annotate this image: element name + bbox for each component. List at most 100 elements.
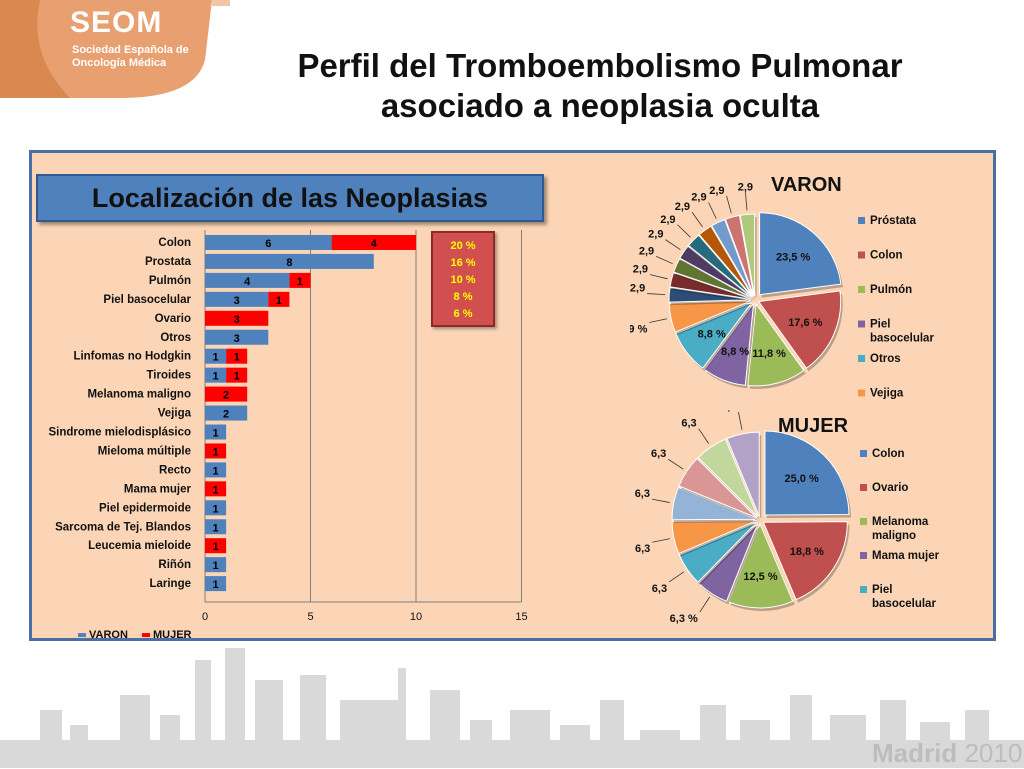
- bar-mujer-label: 2: [223, 390, 229, 402]
- pie-leader-line: [726, 195, 732, 214]
- pie-leader-line: [649, 318, 668, 323]
- category-label: Tiroides: [146, 370, 191, 382]
- pie-slice-label: 2,9: [691, 191, 706, 203]
- pie-slice-label: 23,5 %: [776, 252, 810, 264]
- pie-legend-label: Piel: [870, 319, 890, 331]
- pie-slice: [726, 431, 760, 517]
- percent-item: 8 %: [453, 291, 473, 303]
- pie-slice: [673, 258, 752, 299]
- category-label: Piel epidermoide: [99, 502, 191, 514]
- category-label: Sarcoma de Tej. Blandos: [55, 521, 191, 533]
- pie-slice-label: 2,9: [738, 181, 753, 193]
- pie-slice: [698, 225, 754, 298]
- pie-slice-label: 12,5 %: [743, 571, 777, 583]
- pie-slice: [757, 290, 842, 369]
- pie-legend-swatch: [860, 586, 867, 593]
- pie-legend-label: Otros: [870, 353, 901, 365]
- bar-mujer: [268, 291, 290, 307]
- pie-leader-line: [698, 428, 710, 444]
- pie-slice: [698, 522, 759, 602]
- pie-slice-label: 2,9: [660, 214, 675, 226]
- pie-slice-label: 6,3: [681, 418, 696, 430]
- pie-slice: [762, 521, 848, 601]
- pie-slice-label: 8,8 %: [698, 329, 726, 341]
- pie-slice-label: 11,8 %: [752, 348, 786, 360]
- bar-varon-label: 3: [234, 295, 240, 307]
- bar-varon-label: 1: [212, 465, 218, 477]
- category-label: Otros: [160, 332, 191, 344]
- bar-varon-label: 8: [286, 257, 292, 269]
- pie-leader-line: [677, 224, 691, 238]
- pie-slice: [679, 245, 752, 299]
- pie-slice-label: 17,6 %: [788, 317, 822, 329]
- pie-leader-line: [652, 538, 670, 543]
- logo-shape: [0, 0, 230, 98]
- bar-varon: [205, 367, 227, 383]
- pie-slice-label: 2,9: [630, 283, 645, 295]
- pie-slice-label: 6,3 %: [670, 613, 698, 625]
- pie-slice-label: 2,9: [709, 185, 724, 197]
- pie-slice: [703, 301, 755, 386]
- pie-legend-label: basocelular: [872, 598, 936, 610]
- bar-mujer: [205, 481, 227, 497]
- pie-slice: [678, 457, 758, 519]
- mujer-pie-title: MUJER: [778, 415, 849, 437]
- bar-mujer-label: 1: [297, 276, 303, 288]
- pie-leader-line: [649, 274, 668, 280]
- bar-varon: [205, 253, 374, 269]
- bar-chart: Colon 6 4 Prostata 8 Pulmón 4 1 Piel basocelular…: [48, 230, 528, 640]
- category-label: Sindrome mielodisplásico: [48, 427, 191, 439]
- percent-box: 20 % 16 % 10 % 8 % 6 %: [431, 231, 495, 327]
- pie-leader-line: [656, 256, 673, 265]
- category-label: Leucemia mieloide: [88, 540, 191, 552]
- pie-legend-label: Colon: [870, 250, 903, 262]
- slide-title: Perfil del Tromboembolismo Pulmonar asoc…: [200, 46, 1000, 126]
- bar-mujer: [226, 367, 248, 383]
- bar-mujer: [205, 310, 269, 326]
- footer-year: 2010: [964, 738, 1023, 768]
- bar-varon: [205, 348, 227, 364]
- skyline-graphic: [0, 648, 1024, 768]
- pie-legend-label: Ovario: [872, 482, 908, 494]
- bar-varon-label: 1: [212, 503, 218, 515]
- bar-varon-label: 1: [212, 560, 218, 572]
- pie-legend-label: Piel: [872, 584, 892, 596]
- pie-leader-line: [665, 239, 681, 251]
- pie-slice-label: 6,3: [652, 583, 667, 595]
- category-label: Mama mujer: [124, 483, 192, 495]
- bar-varon-label: 1: [212, 371, 218, 383]
- pie-legend-swatch: [860, 450, 867, 457]
- category-label: Prostata: [145, 256, 192, 268]
- pie-slice: [764, 430, 850, 516]
- pie-slice: [724, 214, 755, 297]
- bar-mujer: [205, 443, 227, 459]
- pie-leader-line: [699, 596, 711, 613]
- legend-label: MUJER: [153, 629, 192, 640]
- bar-varon-label: 4: [244, 276, 251, 288]
- bar-varon: [205, 329, 269, 345]
- pie-slice: [678, 521, 758, 583]
- pie-leader-line: [668, 571, 685, 583]
- pie-slice-label: 6,3: [651, 448, 666, 460]
- category-label: Melanoma maligno: [87, 389, 191, 401]
- pie-slice: [668, 287, 752, 303]
- logo-subtitle: Sociedad Española de Oncología Médica: [72, 44, 189, 69]
- bar-varon: [205, 272, 290, 288]
- bar-varon-label: 1: [212, 428, 218, 440]
- pie-slice-label: 6,3: [635, 488, 650, 500]
- pie-legend-swatch: [858, 251, 865, 259]
- bar-varon: [205, 424, 227, 440]
- pie-slice-label: 2,9: [675, 201, 690, 213]
- bar-varon: [205, 576, 227, 592]
- pie-slice: [710, 218, 754, 297]
- bar-mujer: [289, 272, 311, 288]
- pie-leader-line: [708, 202, 717, 219]
- pie-slice: [728, 522, 794, 609]
- pie-legend-label: Próstata: [870, 215, 917, 227]
- bar-varon-label: 1: [212, 579, 218, 591]
- category-label: Piel basocelular: [103, 294, 191, 306]
- bar-varon: [205, 557, 227, 573]
- bar-mujer-label: 1: [276, 295, 282, 307]
- pie-slice: [671, 486, 757, 521]
- pie-leader-line: [691, 212, 703, 228]
